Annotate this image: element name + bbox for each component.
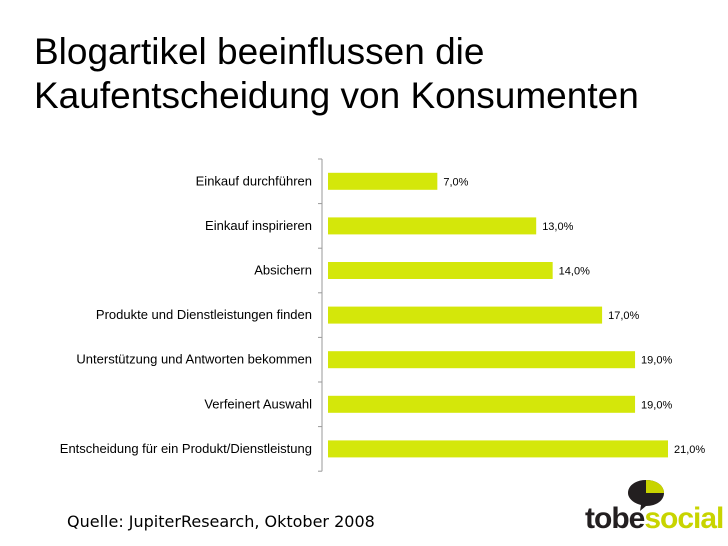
axis-ticks [318, 158, 322, 472]
bar [328, 262, 553, 279]
category-label: Verfeinert Auswahl [204, 396, 312, 411]
category-label: Absichern [254, 263, 312, 278]
bar [328, 306, 603, 324]
source-note: Quelle: JupiterResearch, Oktober 2008 [67, 512, 375, 531]
value-labels: 7,0% 13,0% 14,0% 17,0% 19,0% 19,0% 21,0% [443, 176, 705, 456]
value-label: 21,0% [674, 444, 705, 456]
value-label: 19,0% [641, 355, 672, 367]
category-labels: Einkauf durchführen Einkauf inspirieren Ab… [60, 173, 312, 456]
bar [328, 217, 537, 235]
value-label: 13,0% [542, 221, 573, 233]
value-label: 17,0% [608, 310, 639, 322]
category-label: Einkauf durchführen [196, 173, 312, 188]
bar [328, 351, 636, 369]
bar [328, 172, 438, 190]
value-label: 7,0% [443, 176, 468, 188]
category-label: Entscheidung für ein Produkt/Dienstleist… [60, 441, 312, 456]
value-label: 14,0% [559, 266, 590, 278]
logo-wordmark: tobesocial [585, 502, 724, 536]
logo-text-dark: tobe [585, 502, 645, 535]
category-label: Produkte und Dienstleistungen finden [96, 307, 312, 322]
page-title: Blogartikel beeinflussen die Kaufentsche… [34, 31, 639, 116]
bars [328, 172, 668, 458]
bar [328, 395, 636, 413]
category-label: Unterstützung und Antworten bekommen [76, 352, 312, 367]
bar [328, 440, 668, 458]
category-label: Einkauf inspirieren [205, 218, 312, 233]
value-label: 19,0% [641, 399, 672, 411]
tobesocial-logo: tobesocial [585, 478, 724, 538]
logo-text-light: social [644, 502, 724, 535]
speech-bubble-icon [628, 480, 664, 511]
